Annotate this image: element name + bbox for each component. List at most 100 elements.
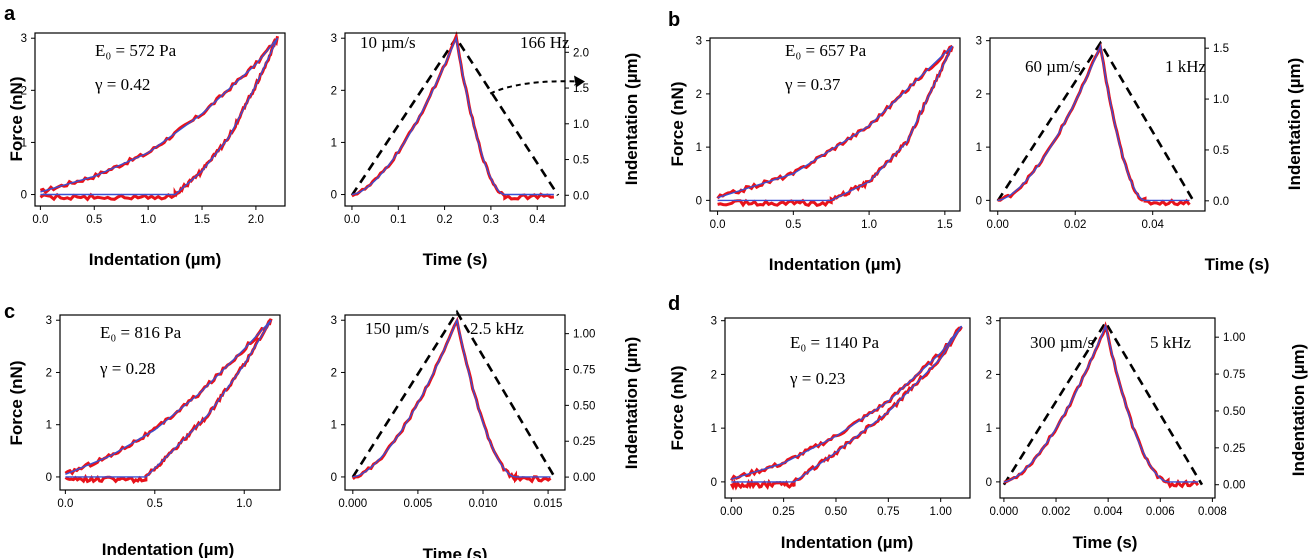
annotation-text: E₀ = 1140 Pa [790, 333, 879, 352]
y2-axis-label: Indentation (µm) [1289, 344, 1308, 477]
y2-tick-label: 0.00 [573, 472, 595, 484]
panel-label-c: c [4, 301, 15, 323]
y-tick-label: 0 [696, 195, 702, 207]
y2-tick-label: 0.0 [1213, 196, 1229, 208]
y-tick-label: 1 [21, 137, 27, 149]
fit-approach-curve [65, 319, 272, 475]
axes-frame [344, 32, 566, 207]
x-tick-label: 2.0 [248, 214, 264, 226]
measured-approach-curve [39, 38, 278, 195]
y2-tick-label: 0.50 [1223, 406, 1245, 418]
x-tick-label: 0.3 [483, 214, 499, 226]
fit-retract-curve [717, 45, 954, 202]
y-tick-label: 0 [986, 477, 992, 489]
y-tick-label: 3 [331, 33, 337, 45]
annotation-text: 2.5 kHz [470, 319, 524, 338]
y2-tick-label: 0.5 [1213, 145, 1229, 157]
x-tick-label: 1.0 [140, 214, 156, 226]
y2-tick-label: 1.00 [1223, 332, 1245, 344]
y2-tick-label: 1.5 [573, 83, 589, 95]
x-tick-label: 0.0 [710, 219, 726, 231]
x-tick-label: 1.5 [937, 219, 953, 231]
y-tick-label: 3 [696, 36, 702, 48]
x-tick-label: 1.0 [236, 498, 252, 510]
axes-frame [709, 37, 961, 212]
x-tick-label: 0.00 [987, 219, 1009, 231]
indentation-triangle [351, 309, 556, 478]
y-axis-label: Force (nN) [7, 77, 26, 162]
y2-tick-label: 1.5 [1213, 43, 1229, 55]
y2-tick-label: 0.25 [1223, 443, 1245, 455]
y-tick-label: 1 [986, 423, 992, 435]
x-axis-label: Indentation (µm) [781, 533, 914, 552]
fit-force-curve [351, 35, 554, 196]
x-tick-label: 1.0 [861, 219, 877, 231]
axes-frame [344, 314, 566, 491]
y-tick-label: 2 [331, 85, 337, 97]
x-axis-label: Time (s) [1073, 533, 1138, 552]
plot-area: 0.0 0.5 1.0 1.5 2.0 0 1 2 3 Indentation (µm) Force… [7, 31, 1308, 558]
y-tick-label: 2 [21, 85, 27, 97]
annotation-text: γ = 0.28 [99, 359, 155, 378]
panel-label-b: b [668, 9, 680, 31]
y2-tick-label: 1.0 [573, 119, 589, 131]
measured-retract-curve [39, 35, 279, 202]
x-axis-label: Indentation (µm) [89, 250, 222, 269]
y-tick-label: 1 [46, 420, 52, 432]
indentation-triangle [1002, 319, 1204, 486]
fit-force-curve [1003, 323, 1198, 483]
y-tick-label: 1 [976, 142, 982, 154]
x-tick-label: 0.50 [825, 506, 847, 518]
x-tick-label: 1.5 [194, 214, 210, 226]
x-tick-label: 0.0 [32, 214, 48, 226]
x-tick-label: 0.75 [877, 506, 899, 518]
y2-axis-label: Indentation (µm) [622, 53, 641, 186]
y-tick-label: 2 [986, 369, 992, 381]
fit-retract-curve [731, 325, 963, 483]
y-tick-label: 0 [46, 472, 52, 484]
annotation-text: E₀ = 572 Pa [95, 41, 177, 60]
fit-retract-curve [65, 319, 272, 478]
indentation-triangle [996, 40, 1195, 202]
annotation-text: γ = 0.23 [789, 369, 845, 388]
y2-tick-label: 0.50 [573, 400, 595, 412]
y-tick-label: 0 [711, 477, 717, 489]
y2-tick-label: 1.0 [1213, 94, 1229, 106]
annotation-text: E₀ = 816 Pa [100, 323, 182, 342]
y-tick-label: 2 [696, 89, 702, 101]
y2-tick-label: 1.00 [573, 329, 595, 341]
y2-tick-label: 0.25 [573, 436, 595, 448]
x-tick-label: 0.04 [1142, 219, 1165, 231]
fit-retract-curve [40, 37, 279, 196]
x-tick-label: 0.006 [1146, 506, 1175, 518]
y-tick-label: 2 [46, 367, 52, 379]
x-tick-label: 0.25 [772, 506, 794, 518]
axes-frame [724, 317, 971, 499]
measured-retract-curve [729, 326, 963, 491]
x-tick-label: 0.1 [390, 214, 406, 226]
fit-force-curve [997, 43, 1190, 202]
measured-approach-curve [64, 318, 273, 476]
y-tick-label: 3 [711, 316, 717, 328]
x-axis-label: Time (s) [1205, 255, 1270, 274]
x-tick-label: 0.000 [338, 498, 367, 510]
measured-retract-curve [717, 45, 954, 208]
annotation-text: 5 kHz [1150, 333, 1192, 352]
y-tick-label: 3 [986, 316, 992, 328]
axis-arrow [489, 80, 580, 95]
annotation-text: 60 µm/s [1025, 57, 1081, 76]
y2-tick-label: 0.75 [1223, 369, 1245, 381]
x-tick-label: 0.02 [1064, 219, 1086, 231]
y-tick-label: 1 [331, 137, 337, 149]
annotation-text: 10 µm/s [360, 33, 416, 52]
y-tick-label: 1 [711, 423, 717, 435]
axes-frame [989, 37, 1206, 212]
y-tick-label: 3 [46, 315, 52, 327]
x-tick-label: 1.00 [929, 506, 951, 518]
y2-tick-label: 0.0 [573, 190, 589, 202]
measured-approach-curve [716, 44, 953, 200]
x-tick-label: 0.0 [344, 214, 360, 226]
y-tick-label: 0 [976, 195, 982, 207]
annotation-text: 166 Hz [520, 33, 570, 52]
